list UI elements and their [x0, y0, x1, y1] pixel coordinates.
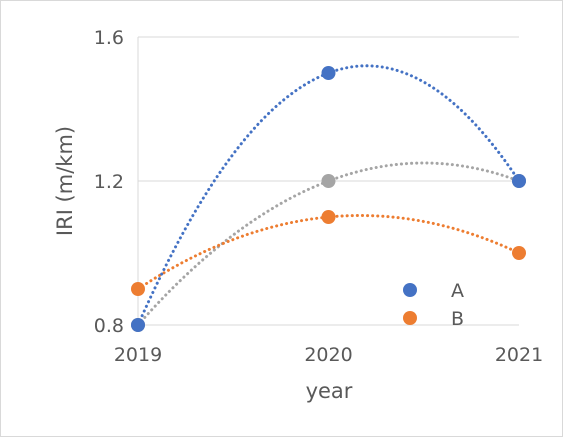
data-point-A [131, 318, 145, 332]
x-axis-title: year [306, 379, 353, 403]
data-point-B [131, 282, 145, 296]
data-point-B [512, 246, 526, 260]
x-tick-label: 2020 [304, 344, 352, 366]
trendline-series-B [136, 213, 521, 291]
data-point-A [512, 174, 526, 188]
y-tick-label: 1.6 [94, 27, 124, 49]
y-tick-label: 0.8 [94, 315, 124, 337]
legend-marker-A [403, 283, 417, 297]
data-points [131, 66, 526, 332]
data-point-A [321, 66, 336, 80]
x-tick-label: 2019 [114, 344, 162, 366]
legend-label-A: A [451, 280, 464, 302]
legend-label-B: B [451, 308, 464, 330]
y-tick-labels: 0.8 1.2 1.6 [94, 27, 124, 337]
legend-marker-B [403, 311, 417, 325]
legend: AB [403, 280, 464, 330]
data-point-B [321, 210, 336, 224]
y-tick-label: 1.2 [94, 171, 124, 193]
x-tick-label: 2021 [495, 344, 543, 366]
y-axis-title: IRI (m/km) [53, 126, 77, 236]
data-point-unnamed [321, 174, 336, 188]
x-tick-labels: 2019 2020 2021 [114, 344, 543, 366]
